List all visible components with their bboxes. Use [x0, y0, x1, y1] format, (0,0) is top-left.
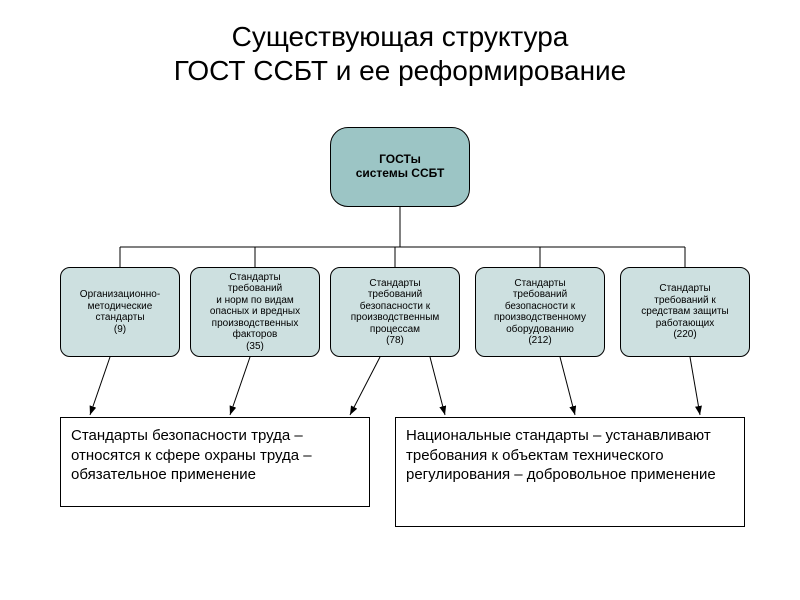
arrow-group: [90, 357, 700, 415]
child-node-2: Стандартытребованийбезопасности кпроизво…: [330, 267, 460, 357]
child-node-0: Организационно-методическиестандарты(9): [60, 267, 180, 357]
arrow-1: [230, 357, 250, 415]
title-line2: ГОСТ ССБТ и ее реформирование: [174, 55, 627, 86]
root-node: ГОСТысистемы ССБТ: [330, 127, 470, 207]
caption-box-0: Стандарты безопасности труда – относятся…: [60, 417, 370, 507]
tree-connector-group: [120, 207, 685, 267]
org-chart: ГОСТысистемы ССБТ Организационно-методич…: [0, 97, 800, 597]
page-title: Существующая структура ГОСТ ССБТ и ее ре…: [0, 0, 800, 97]
arrow-4: [560, 357, 575, 415]
arrow-2: [350, 357, 380, 415]
arrow-3: [430, 357, 445, 415]
arrow-5: [690, 357, 700, 415]
caption-box-1: Национальные стандарты – устанавливают т…: [395, 417, 745, 527]
title-line1: Существующая структура: [232, 21, 569, 52]
arrow-0: [90, 357, 110, 415]
child-node-4: Стандартытребований ксредствам защитыраб…: [620, 267, 750, 357]
child-node-1: Стандартытребованийи норм по видамопасны…: [190, 267, 320, 357]
child-node-3: Стандартытребованийбезопасности кпроизво…: [475, 267, 605, 357]
